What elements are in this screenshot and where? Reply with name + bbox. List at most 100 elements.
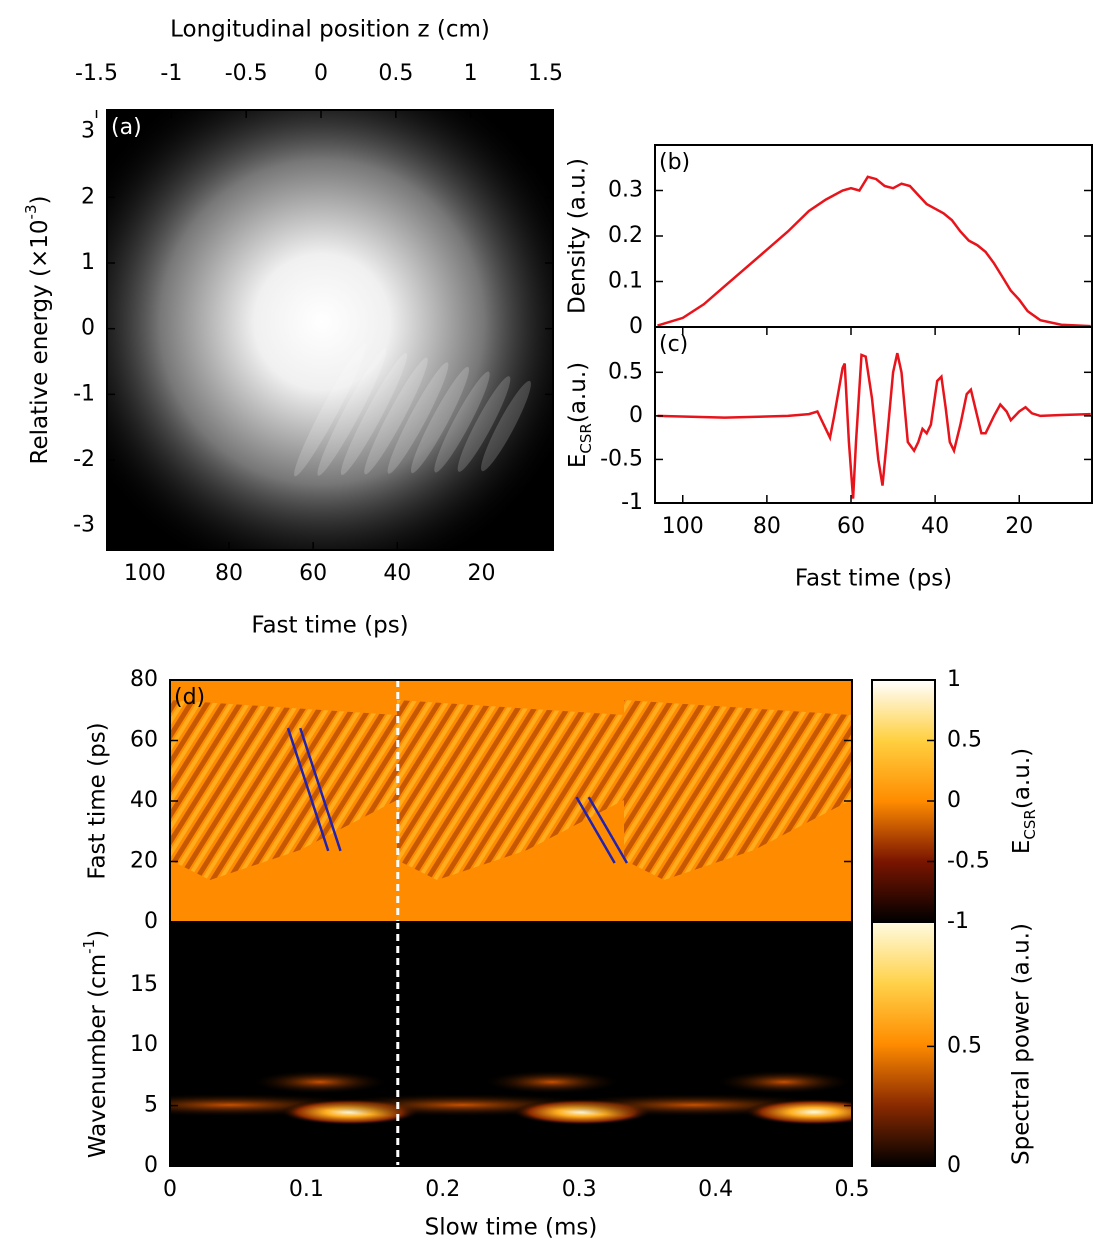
x-tick-label: 0.2 (425, 1177, 460, 1202)
x-tick-label: 0.4 (698, 1177, 733, 1202)
heatmap-image (107, 110, 553, 550)
y-axis-label-part: Wavenumber (cm (85, 954, 111, 1158)
x-tick-label: 20 (467, 561, 495, 586)
plot-frame (654, 144, 1093, 328)
heatmap-streak (387, 362, 449, 474)
x-tick-label: 100 (124, 561, 166, 586)
y-tick-label: -1 (73, 381, 95, 406)
x-tick-label: 40 (921, 514, 949, 539)
y-tick-label: 0.5 (608, 359, 643, 384)
data-line (657, 352, 1091, 499)
colorbar-tick-label: 0.5 (947, 728, 982, 753)
y-tick-label: 5 (144, 1093, 158, 1118)
panel-label: (d) (174, 685, 205, 710)
heatmap-band (714, 1070, 852, 1094)
heatmap-spot (744, 1099, 852, 1125)
x-tick-label: 0.1 (289, 1177, 324, 1202)
y-axis-label: Wavenumber (cm-1) (80, 930, 111, 1158)
y-axis-label-part: E (565, 454, 591, 469)
y-tick-label: 0 (629, 314, 643, 339)
y-tick-label: 20 (130, 849, 158, 874)
heatmap-streak (364, 357, 428, 475)
y-axis-label: ECSR(a.u.) (565, 362, 595, 468)
heatmap-image (170, 922, 852, 1166)
y-axis-label-part: (a.u.) (565, 362, 591, 423)
colorbar (871, 679, 936, 923)
y-tick-label: -1 (621, 490, 643, 515)
y-tick-label: 0.3 (608, 178, 643, 203)
x-tick-label: 60 (299, 561, 327, 586)
y-tick-label: -0.5 (600, 446, 643, 471)
x-axis-label: Fast time (ps) (251, 613, 408, 639)
heatmap-band (482, 1070, 622, 1094)
heatmap-streak (294, 343, 366, 477)
colorbar-label-part: (a.u.) (1009, 748, 1035, 809)
guide-line (299, 727, 342, 852)
heatmap-background (170, 922, 852, 1166)
x-tick-label: 0.5 (835, 1177, 870, 1202)
x2-tick-label: 1 (464, 61, 478, 86)
y-tick-label: 0 (144, 1153, 158, 1178)
x-tick-label: 40 (383, 561, 411, 586)
heatmap-core (107, 110, 553, 550)
y-axis-label-sub: CSR (577, 423, 595, 453)
colorbar-label-part: E (1009, 840, 1035, 855)
heatmap-stripes (170, 700, 397, 880)
y-axis-label-part: ) (27, 196, 53, 205)
y-tick-label: 40 (130, 788, 158, 813)
colorbar-label: Spectral power (a.u.) (1009, 923, 1035, 1165)
heatmap-streak (481, 380, 531, 472)
x-tick-label: 100 (662, 514, 704, 539)
heatmap-streak (434, 371, 490, 473)
x-tick-label: 80 (753, 514, 781, 539)
guide-line (575, 796, 616, 864)
y-axis-label-part: ) (85, 930, 111, 939)
y-axis-label-part: Relative energy (×10 (27, 219, 53, 464)
colorbar-label: ECSR(a.u.) (1009, 748, 1039, 854)
colorbar-tick-label: -0.5 (947, 849, 990, 874)
data-line (657, 175, 1091, 328)
y-tick-label: 2 (81, 184, 95, 209)
x2-tick-label: -0.5 (225, 61, 268, 86)
y-tick-label: 0 (144, 909, 158, 934)
y-axis-label-sup: -1 (80, 939, 98, 954)
plots: 100 80 60 40 20-1.5 -1 -0.5 0 0.5 1 1.5Longitudina… (22, 17, 1093, 1241)
y-tick-label: 80 (130, 667, 158, 692)
colorbar (871, 921, 936, 1167)
heatmap-streak (410, 366, 470, 474)
heatmap-stripes (397, 700, 624, 880)
panel-label: (b) (659, 150, 690, 175)
guide-line (587, 796, 629, 864)
x-tick-label: 0 (163, 1177, 177, 1202)
y-axis-label-sup: -3 (22, 204, 40, 219)
y-tick-label: 0.1 (608, 269, 643, 294)
y-axis-label: Density (a.u.) (565, 158, 591, 314)
x2-tick-label: -1.5 (75, 61, 118, 86)
panel-label: (c) (659, 332, 688, 357)
y-tick-label: 0 (629, 403, 643, 428)
y-tick-label: 3 (81, 119, 95, 144)
x2-tick-label: 0 (314, 61, 328, 86)
x2-axis-label: Longitudinal position z (cm) (170, 17, 490, 43)
heatmap-image (170, 680, 852, 922)
x-axis-label: Fast time (ps) (795, 566, 952, 592)
y-tick-label: 15 (130, 972, 158, 997)
plot-frame (654, 326, 1093, 504)
colorbar-tick-label: 1 (947, 667, 961, 692)
plot-frame (169, 921, 853, 1167)
y-axis-label: Fast time (ps) (85, 722, 111, 879)
x-tick-label: 60 (837, 514, 865, 539)
x-axis-label: Slow time (ms) (425, 1215, 598, 1241)
y-tick-label: 1 (81, 250, 95, 275)
x-tick-label: 80 (215, 561, 243, 586)
x2-tick-label: 0.5 (378, 61, 413, 86)
panel-label: (a) (111, 115, 142, 140)
guide-line (286, 727, 330, 852)
colorbar-tick-label: -1 (947, 909, 969, 934)
y-tick-label: 60 (130, 728, 158, 753)
x2-tick-label: -1 (160, 61, 182, 86)
x-tick-label: 20 (1005, 514, 1033, 539)
y-tick-label: 0 (81, 316, 95, 341)
y-tick-label: 0.2 (608, 223, 643, 248)
